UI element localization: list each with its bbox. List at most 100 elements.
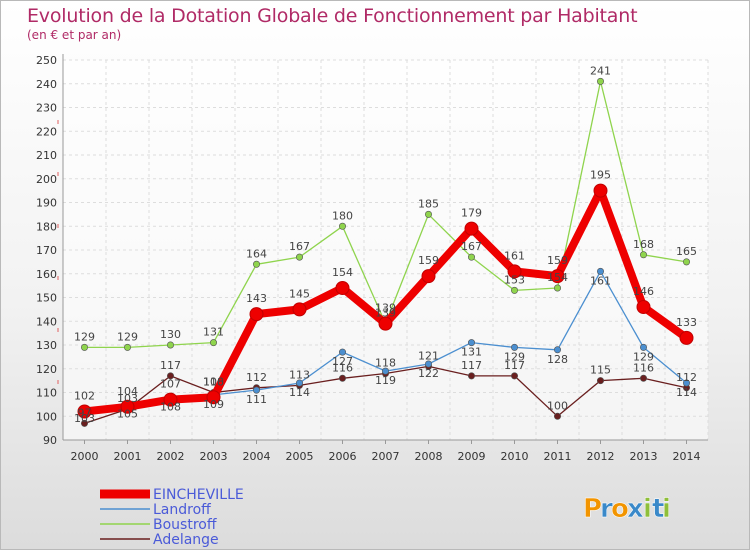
data-label: 127 [332,355,353,368]
data-label: 195 [590,169,611,182]
logo-letter: i [662,494,671,524]
x-tick-label: 2000 [71,450,99,463]
y-tick-label: 180 [36,220,57,233]
data-point-adelange [510,372,518,380]
x-tick-label: 2001 [114,450,142,463]
data-point-boustroff [510,286,518,294]
data-point-eincheville [292,302,307,317]
data-point-boustroff [210,339,218,347]
data-label: 130 [160,328,181,341]
data-label: 122 [418,367,439,380]
x-tick-label: 2002 [157,450,185,463]
data-label: 161 [590,274,611,287]
data-point-eincheville [507,264,522,279]
data-label: 180 [332,209,353,222]
data-label: 116 [633,361,654,374]
data-point-eincheville [206,390,221,405]
y-tick-label: 110 [36,387,57,400]
x-tick-label: 2012 [587,450,615,463]
y-tick-label: 140 [36,315,57,328]
series-lines [77,77,694,427]
logo-letter: t [652,494,664,524]
data-point-adelange [167,372,175,380]
data-label: 129 [504,350,525,363]
legend-label-landroff: Landroff [153,502,211,518]
data-point-landroff [553,346,561,354]
data-point-adelange [553,412,561,420]
data-label: 117 [504,359,525,372]
data-point-boustroff [553,284,561,292]
data-label: 118 [375,357,396,370]
data-label: 185 [418,197,439,210]
y-tick-label: 100 [36,410,57,423]
logo-letter: x [627,494,644,524]
legend-label-boustroff: Boustroff [153,517,217,533]
data-point-eincheville [378,316,393,331]
data-label: 145 [289,287,310,300]
data-point-landroff [682,379,690,387]
logo-letter: o [611,494,629,524]
data-point-eincheville [120,399,135,414]
data-point-adelange [639,374,647,382]
data-label: 108 [203,375,224,388]
data-point-adelange [596,377,604,385]
data-label: 133 [676,316,697,329]
data-label: 129 [117,330,138,343]
data-point-eincheville [77,404,92,419]
data-point-landroff [510,343,518,351]
legend-label-eincheville: EINCHEVILLE [153,487,244,503]
x-tick-label: 2009 [458,450,486,463]
data-point-boustroff [682,258,690,266]
y-tick-label: 90 [43,434,57,447]
x-tick-label: 2007 [372,450,400,463]
data-point-eincheville [335,281,350,295]
data-label: 161 [504,249,525,262]
data-label: 114 [676,386,697,399]
data-point-eincheville [636,300,651,314]
data-point-boustroff [639,251,647,259]
y-tick-label: 120 [36,363,57,376]
data-label: 119 [375,374,396,387]
y-tick-label: 250 [36,54,57,67]
data-label: 139 [375,307,396,320]
data-point-landroff [639,343,647,351]
logo-letter: P [583,494,602,524]
logo-letter: i [643,494,652,524]
data-point-eincheville [679,330,694,345]
data-point-boustroff [596,77,604,85]
data-label: 159 [547,254,568,267]
data-point-boustroff [295,253,303,261]
data-label: 109 [203,398,224,411]
data-label: 100 [547,399,568,412]
x-tick-label: 2004 [243,450,271,463]
data-point-adelange [338,374,346,382]
data-point-boustroff [124,343,132,351]
data-point-boustroff [467,253,475,261]
data-point-boustroff [338,222,346,230]
data-label: 102 [74,390,95,403]
data-point-adelange [81,419,89,427]
x-tick-label: 2011 [544,450,572,463]
data-point-boustroff [81,343,89,351]
data-point-eincheville [421,269,436,284]
data-point-landroff [467,339,475,347]
data-label: 113 [289,368,310,381]
data-point-landroff [338,348,346,356]
x-tick-label: 2013 [630,450,658,463]
data-point-boustroff [253,260,261,268]
data-label: 131 [461,346,482,359]
data-point-eincheville [550,269,565,284]
data-label: 129 [74,330,95,343]
data-label: 107 [160,378,181,391]
data-label: 168 [633,238,654,251]
x-tick-label: 2006 [329,450,357,463]
data-label: 111 [246,393,267,406]
x-tick-labels: 2000 2001 2002 2003 2004 2005 2006 2007 2008 2009… [71,440,701,463]
x-tick-label: 2003 [200,450,228,463]
y-tick-label: 200 [36,173,57,186]
data-label: 159 [418,254,439,267]
data-point-adelange [467,372,475,380]
data-label: 154 [547,271,568,284]
data-label: 115 [590,364,611,377]
data-label: 143 [246,292,267,305]
